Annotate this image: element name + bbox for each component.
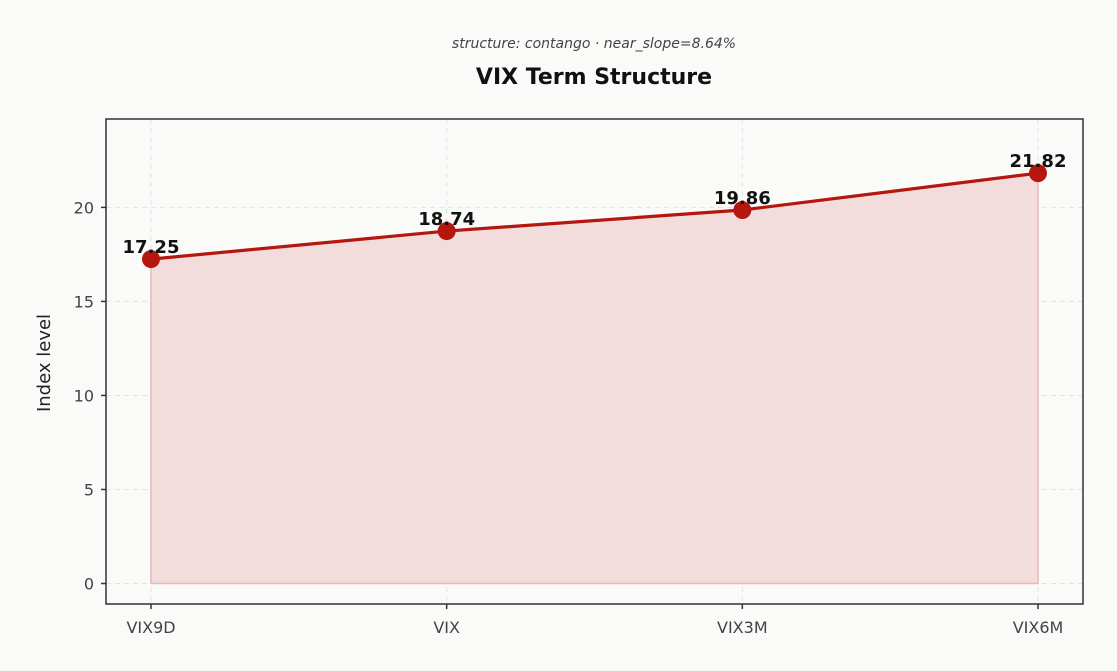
markers [142, 164, 1047, 269]
chart-title: VIX Term Structure [476, 65, 712, 90]
x-tick-label: VIX3M [717, 618, 768, 637]
y-tick-label: 5 [84, 480, 94, 499]
y-tick-label: 10 [74, 386, 94, 405]
data-value-label: 18.74 [418, 209, 475, 230]
y-tick-label: 15 [74, 292, 94, 311]
data-labels: 17.25 18.74 19.86 21.82 [123, 151, 1067, 258]
y-axis-label: Index level [34, 314, 55, 412]
x-tick-label: VIX6M [1013, 618, 1064, 637]
area-fill [150, 172, 1039, 585]
series-line-path [149, 171, 1040, 261]
data-value-label: 19.86 [714, 188, 771, 209]
area-fill-shape [150, 172, 1039, 585]
data-point-marker [733, 201, 752, 220]
x-axis: VIX9D VIX VIX3M VIX6M [126, 604, 1063, 637]
data-point-marker [142, 250, 160, 269]
data-point-marker [437, 222, 456, 241]
data-value-label: 21.82 [1010, 151, 1067, 172]
series-line [149, 171, 1040, 261]
plot-frame [105, 118, 1084, 605]
y-tick-label: 20 [74, 198, 94, 217]
x-tick-label: VIX [433, 618, 460, 637]
x-tick-label: VIX9D [126, 618, 175, 637]
y-axis: 0 5 10 15 20 [74, 198, 106, 594]
data-value-label: 17.25 [123, 237, 180, 258]
y-tick-label: 0 [84, 575, 94, 594]
data-point-marker [1029, 164, 1047, 183]
chart-subtitle: structure: contango · near_slope=8.64% [452, 36, 736, 52]
